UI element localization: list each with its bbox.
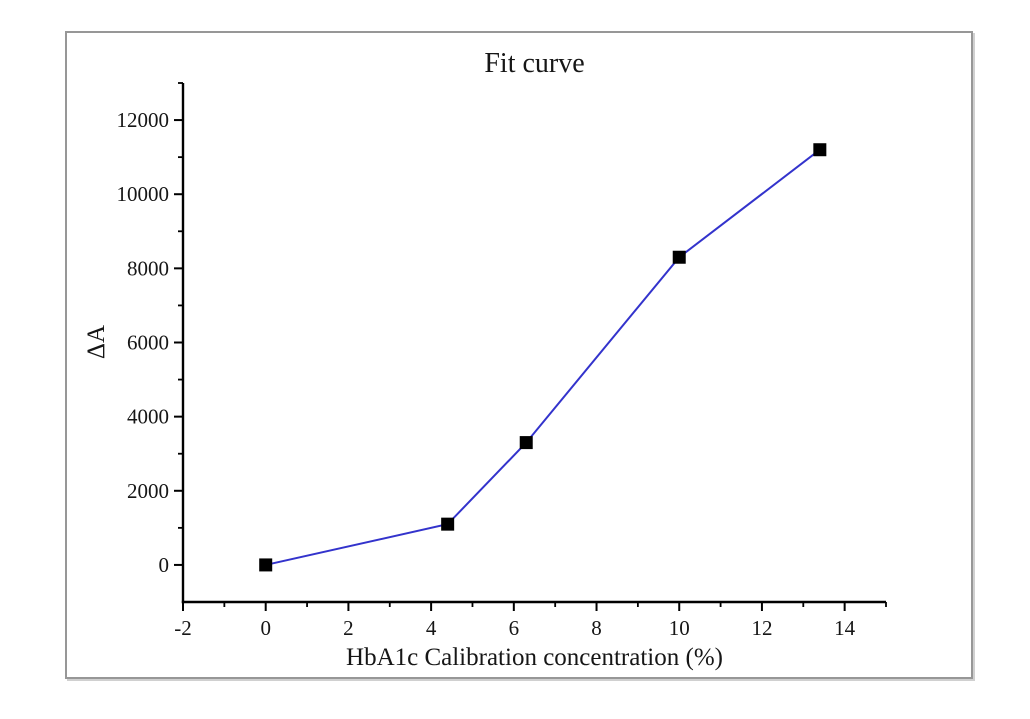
- y-tick-label: 0: [159, 553, 170, 577]
- y-tick-label: 12000: [117, 108, 170, 132]
- x-tick-label: 10: [669, 616, 690, 640]
- x-tick-label: 2: [343, 616, 354, 640]
- data-line: [265, 148, 821, 566]
- x-tick-label: 0: [260, 616, 271, 640]
- x-tick-label: 14: [834, 616, 856, 640]
- x-tick-label: 6: [509, 616, 520, 640]
- x-tick-label: 8: [591, 616, 602, 640]
- y-axis-title: ΔA: [83, 324, 110, 360]
- figure-border: [65, 31, 973, 679]
- y-tick-label: 10000: [117, 182, 170, 206]
- y-tick-label: 4000: [127, 405, 169, 429]
- data-point-marker: [259, 558, 273, 572]
- x-axis-title: HbA1c Calibration concentration (%): [346, 644, 723, 671]
- data-point-marker: [441, 517, 455, 531]
- x-tick-label: -2: [174, 616, 192, 640]
- x-tick-label: 4: [426, 616, 437, 640]
- data-point-marker: [813, 143, 827, 157]
- y-tick-label: 2000: [127, 479, 169, 503]
- y-tick-label: 8000: [127, 256, 169, 280]
- data-point-marker: [519, 436, 533, 450]
- data-point-marker: [672, 250, 686, 264]
- x-tick-label: 12: [751, 616, 772, 640]
- y-tick-label: 6000: [127, 331, 169, 355]
- chart-title: Fit curve: [484, 48, 585, 79]
